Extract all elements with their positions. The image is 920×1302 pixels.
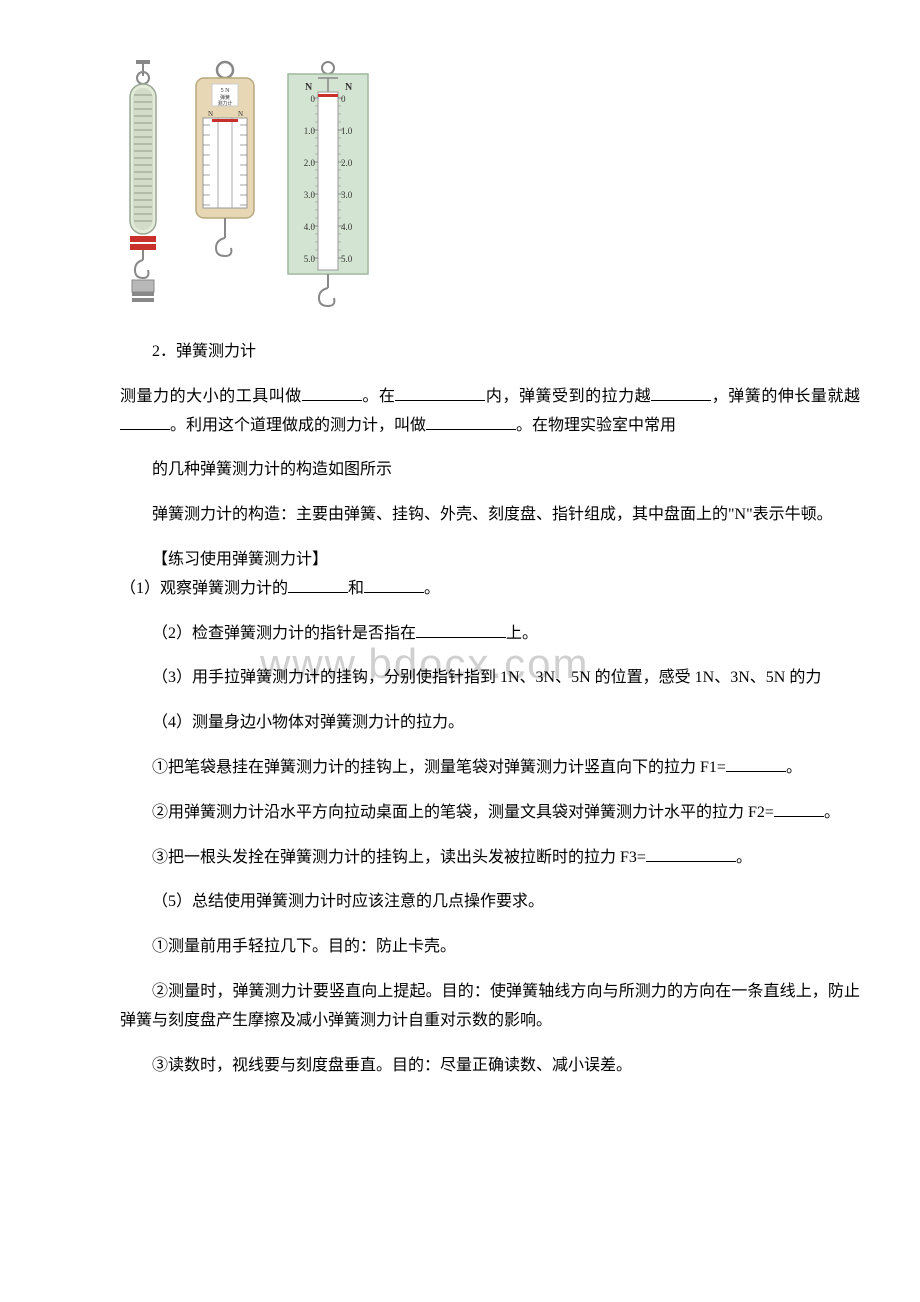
- item-2: （2）检查弹簧测力计的指针是否指在 上。: [120, 620, 860, 649]
- text: ，弹簧的伸长量就越: [711, 388, 860, 405]
- sub3-text: ③把一根头发拴在弹簧测力计的挂钩上，读出头发被拉断时的拉力 F3=: [152, 849, 646, 866]
- practice-label: 【练习使用弹簧测力计】: [152, 551, 328, 568]
- item-3: （3）用手拉弹簧测力计的挂钩，分别使指针指到 1N、3N、5N 的位置，感受 1…: [120, 664, 860, 693]
- blank-f1: [726, 756, 786, 772]
- section-title: 2．弹簧测力计: [120, 338, 860, 367]
- sub2-end: 。: [824, 804, 840, 821]
- svg-text:N: N: [208, 110, 213, 118]
- practice-header: 【练习使用弹簧测力计】 （1）观察弹簧测力计的 和 。: [120, 546, 860, 604]
- sub1-end: 。: [786, 759, 802, 776]
- svg-text:4.0: 4.0: [304, 222, 316, 232]
- item2-text: （2）检查弹簧测力计的指针是否指在: [152, 625, 416, 642]
- spring-scale-images: 5 N 弹簧 测力计 N N: [120, 60, 860, 308]
- svg-text:测力计: 测力计: [217, 100, 232, 107]
- blank-tool: [302, 385, 362, 401]
- blank-1a: [288, 577, 348, 593]
- sub3-end: 。: [736, 849, 752, 866]
- blank-f3: [646, 846, 736, 862]
- item1-end: 。: [424, 580, 440, 597]
- svg-text:4.0: 4.0: [341, 222, 353, 232]
- note-3: ③读数时，视线要与刻度盘垂直。目的：尽量正确读数、减小误差。: [120, 1052, 860, 1081]
- blank-1b: [364, 577, 424, 593]
- item2-end: 上。: [506, 625, 538, 642]
- svg-text:5 N: 5 N: [221, 88, 231, 94]
- svg-text:0: 0: [341, 94, 346, 104]
- svg-text:3.0: 3.0: [341, 190, 353, 200]
- sub-1: ①把笔袋悬挂在弹簧测力计的挂钩上，测量笔袋对弹簧测力计竖直向下的拉力 F1= 。: [120, 754, 860, 783]
- svg-text:N: N: [238, 110, 243, 118]
- item1-and: 和: [348, 580, 364, 597]
- text: 。在: [362, 388, 396, 405]
- svg-text:N: N: [345, 82, 353, 93]
- svg-text:弹簧: 弹簧: [220, 94, 230, 101]
- blank-more: [651, 385, 711, 401]
- svg-text:3.0: 3.0: [304, 190, 316, 200]
- svg-text:1.0: 1.0: [341, 126, 353, 136]
- blank-range: [395, 385, 485, 401]
- item1-text: （1）观察弹簧测力计的: [120, 580, 288, 597]
- sub2-text: ②用弹簧测力计沿水平方向拉动桌面上的笔袋，测量文具袋对弹簧测力计水平的拉力 F2…: [152, 804, 774, 821]
- text: 。利用这个道理做成的测力计，叫做: [170, 417, 426, 434]
- spring-scale-1-icon: [120, 60, 168, 305]
- svg-text:2.0: 2.0: [341, 158, 353, 168]
- item-4: （4）测量身边小物体对弹簧测力计的拉力。: [120, 709, 860, 738]
- spring-scale-3-icon: N N 0 0 1.0 1.0 2.0 2.0 3.0 3.0 4.0 4.0 5.0 5.…: [283, 60, 373, 308]
- text: 测量力的大小的工具叫做: [120, 388, 302, 405]
- item-5: （5）总结使用弹簧测力计时应该注意的几点操作要求。: [120, 888, 860, 917]
- text: 。在物理实验室中常用: [516, 417, 676, 434]
- note-2: ②测量时，弹簧测力计要竖直向上提起。目的：使弹簧轴线方向与所测力的方向在一条直线…: [120, 978, 860, 1036]
- svg-text:1.0: 1.0: [304, 126, 316, 136]
- sub1-text: ①把笔袋悬挂在弹簧测力计的挂钩上，测量笔袋对弹簧测力计竖直向下的拉力 F1=: [152, 759, 726, 776]
- blank-f2: [774, 801, 824, 817]
- para-measure-tool: 测量力的大小的工具叫做 。在 内，弹簧受到的拉力越 ，弹簧的伸长量就越。利用这个道理做…: [120, 383, 860, 441]
- svg-text:0: 0: [311, 94, 316, 104]
- svg-text:N: N: [305, 82, 313, 93]
- svg-text:2.0: 2.0: [304, 158, 316, 168]
- blank-zero: [416, 622, 506, 638]
- para-shown: 的几种弹簧测力计的构造如图所示: [120, 456, 860, 485]
- svg-text:5.0: 5.0: [341, 254, 353, 264]
- svg-text:5.0: 5.0: [304, 254, 316, 264]
- text: 内，弹簧受到的拉力越: [485, 388, 651, 405]
- sub-2: ②用弹簧测力计沿水平方向拉动桌面上的笔袋，测量文具袋对弹簧测力计水平的拉力 F2…: [120, 799, 860, 828]
- blank-longer: [120, 414, 170, 430]
- note-1: ①测量前用手轻拉几下。目的：防止卡壳。: [120, 933, 860, 962]
- spring-scale-2-icon: 5 N 弹簧 测力计 N N: [188, 60, 263, 260]
- sub-3: ③把一根头发拴在弹簧测力计的挂钩上，读出头发被拉断时的拉力 F3= 。: [120, 844, 860, 873]
- blank-name: [426, 414, 516, 430]
- para-structure: 弹簧测力计的构造：主要由弹簧、挂钩、外壳、刻度盘、指针组成，其中盘面上的"N"表…: [120, 501, 860, 530]
